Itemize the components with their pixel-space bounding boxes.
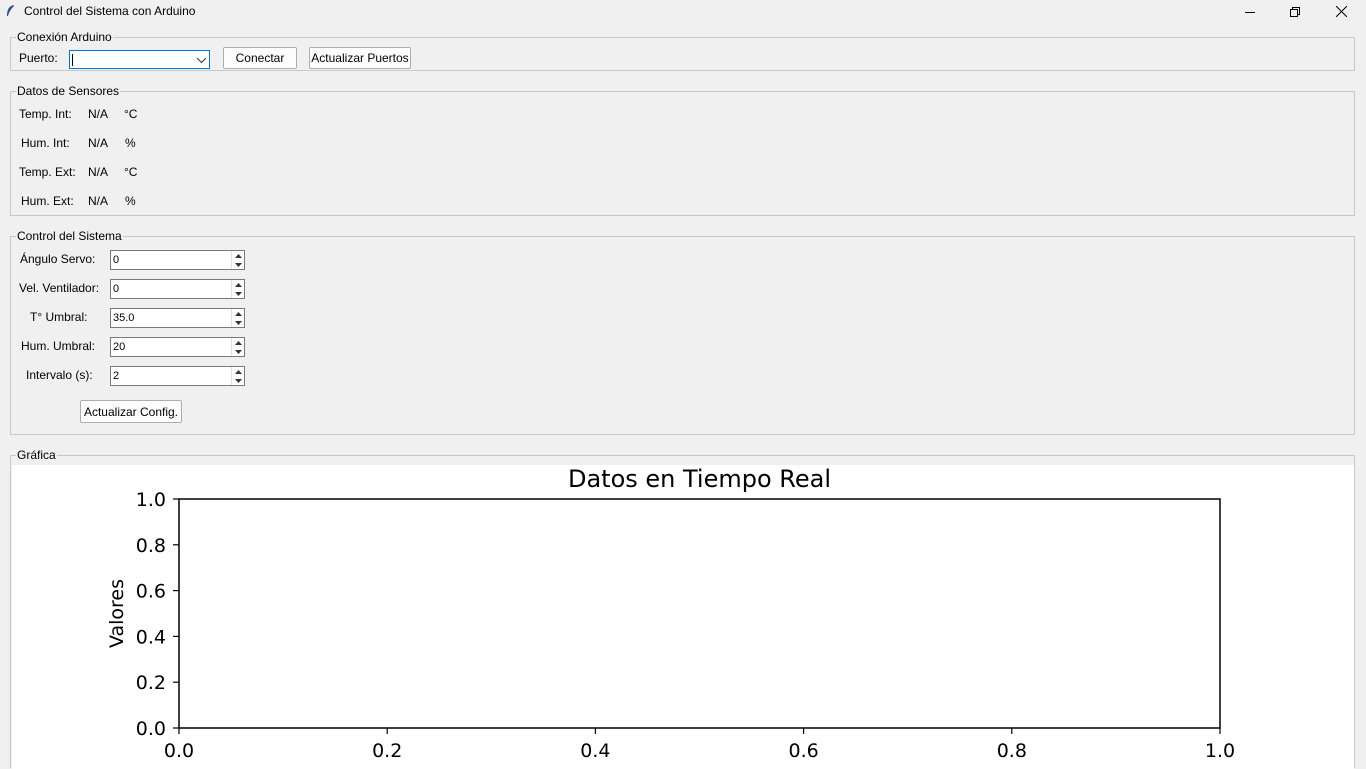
spin-arrows xyxy=(231,280,244,298)
temp-int-label: Temp. Int: xyxy=(19,107,72,121)
x-tick-label: 0.8 xyxy=(997,740,1027,762)
temp-int-value: N/A xyxy=(88,107,109,121)
servo-angle-value: 0 xyxy=(113,254,120,266)
port-combobox[interactable] xyxy=(69,50,210,69)
x-tick-label: 0.6 xyxy=(788,740,818,762)
hum-int-value: N/A xyxy=(88,136,109,150)
increment-arrow-icon[interactable] xyxy=(232,338,244,347)
graph-frame: Gráfica Datos en Tiempo Real 0.0 0.2 0.4 0.6… xyxy=(10,449,1355,769)
connection-frame: Conexión Arduino Puerto: Conectar Actual… xyxy=(10,31,1355,71)
refresh-ports-button[interactable]: Actualizar Puertos xyxy=(309,47,411,69)
minimize-button[interactable] xyxy=(1227,0,1273,23)
text-cursor xyxy=(72,54,73,66)
spin-arrows xyxy=(231,309,244,327)
y-tick-label: 0.4 xyxy=(136,626,166,648)
decrement-arrow-icon[interactable] xyxy=(232,289,244,298)
hum-ext-value: N/A xyxy=(88,194,109,208)
hum-int-unit: % xyxy=(125,136,136,150)
servo-angle-spinbox[interactable]: 0 xyxy=(110,250,245,270)
interval-spinbox[interactable]: 2 xyxy=(110,366,245,386)
graph-legend: Gráfica xyxy=(16,448,57,462)
temp-threshold-spinbox[interactable]: 35.0 xyxy=(110,308,245,328)
feather-icon xyxy=(7,5,14,16)
increment-arrow-icon[interactable] xyxy=(232,280,244,289)
y-tick-label: 0.2 xyxy=(136,672,166,694)
plot-frame xyxy=(178,498,1221,729)
temp-threshold-label: T° Umbral: xyxy=(30,310,88,324)
fan-speed-value: 0 xyxy=(113,283,120,295)
decrement-arrow-icon[interactable] xyxy=(232,376,244,385)
chart-title: Datos en Tiempo Real xyxy=(568,465,831,493)
spin-arrows xyxy=(231,338,244,356)
x-tick-label: 1.0 xyxy=(1205,740,1235,762)
line-chart: Datos en Tiempo Real 0.0 0.2 0.4 0.6 0.8 1.0 0.… xyxy=(106,465,1235,762)
spin-arrows xyxy=(231,367,244,385)
connect-button[interactable]: Conectar xyxy=(223,47,297,69)
temp-ext-unit: °C xyxy=(124,165,138,179)
restore-icon xyxy=(1290,6,1300,17)
decrement-arrow-icon[interactable] xyxy=(232,347,244,356)
hum-threshold-spinbox[interactable]: 20 xyxy=(110,337,245,357)
hum-threshold-label: Hum. Umbral: xyxy=(21,339,96,353)
title-bar: Control del Sistema con Arduino xyxy=(0,0,1366,23)
decrement-arrow-icon[interactable] xyxy=(232,260,244,269)
minimize-icon xyxy=(1245,11,1255,13)
decrement-arrow-icon[interactable] xyxy=(232,318,244,327)
y-tick-label: 0.0 xyxy=(136,718,166,740)
x-tick-label: 0.2 xyxy=(372,740,402,762)
temp-ext-label: Temp. Ext: xyxy=(19,165,76,179)
y-tick-label: 0.8 xyxy=(136,535,166,557)
interval-label: Intervalo (s): xyxy=(26,368,93,382)
temp-int-unit: °C xyxy=(124,107,138,121)
fan-speed-spinbox[interactable]: 0 xyxy=(110,279,245,299)
fan-speed-label: Vel. Ventilador: xyxy=(19,281,100,295)
y-axis-label: Valores xyxy=(106,579,128,648)
y-tick-label: 0.6 xyxy=(136,581,166,603)
hum-ext-label: Hum. Ext: xyxy=(21,194,74,208)
x-tick-label: 0.0 xyxy=(164,740,194,762)
connection-legend: Conexión Arduino xyxy=(16,30,113,44)
hum-int-label: Hum. Int: xyxy=(21,136,70,150)
increment-arrow-icon[interactable] xyxy=(232,367,244,376)
y-tick-label: 1.0 xyxy=(136,489,166,511)
window-title: Control del Sistema con Arduino xyxy=(24,4,196,18)
restore-button[interactable] xyxy=(1272,0,1318,23)
update-config-button[interactable]: Actualizar Config. xyxy=(80,400,182,423)
sensors-frame: Datos de Sensores Temp. Int: N/A °C Hum.… xyxy=(10,85,1355,216)
chart-canvas: Datos en Tiempo Real 0.0 0.2 0.4 0.6 0.8 1.0 0.… xyxy=(12,465,1354,769)
interval-value: 2 xyxy=(113,370,120,382)
sensors-legend: Datos de Sensores xyxy=(16,84,121,98)
control-frame: Control del Sistema Ángulo Servo: 0 Vel.… xyxy=(10,230,1355,435)
chevron-down-icon[interactable] xyxy=(195,53,208,67)
control-legend: Control del Sistema xyxy=(16,229,123,243)
servo-angle-label: Ángulo Servo: xyxy=(20,252,96,266)
temp-threshold-value: 35.0 xyxy=(113,312,135,324)
spin-arrows xyxy=(231,251,244,269)
increment-arrow-icon[interactable] xyxy=(232,251,244,260)
close-icon xyxy=(1335,6,1347,17)
x-tick-label: 0.4 xyxy=(580,740,610,762)
increment-arrow-icon[interactable] xyxy=(232,309,244,318)
hum-threshold-value: 20 xyxy=(113,341,126,353)
port-label: Puerto: xyxy=(19,51,58,65)
hum-ext-unit: % xyxy=(125,194,136,208)
close-button[interactable] xyxy=(1318,0,1364,23)
temp-ext-value: N/A xyxy=(88,165,109,179)
